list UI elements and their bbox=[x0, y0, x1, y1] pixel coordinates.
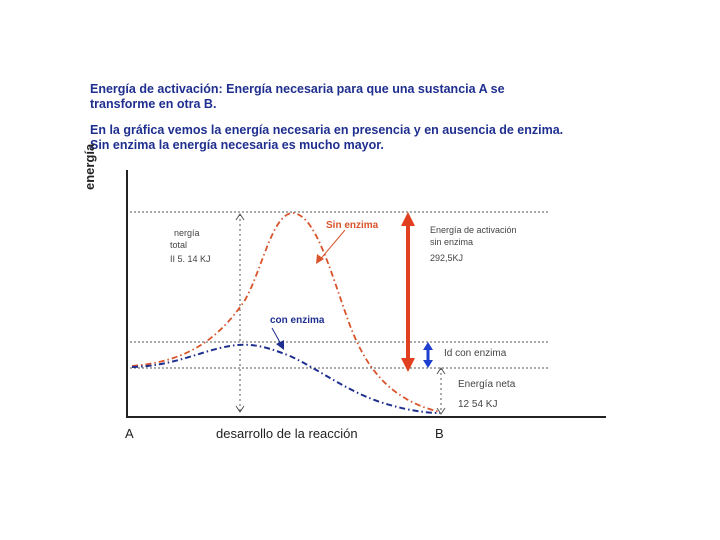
y-axis-label: energía bbox=[82, 143, 97, 190]
x-start-label: A bbox=[125, 426, 134, 441]
total-energy-label-line2: total bbox=[170, 240, 188, 250]
net-energy-label-line1: Energía neta bbox=[458, 379, 516, 390]
con-enzima-curve bbox=[131, 343, 441, 414]
activation-label-line3: 292,5KJ bbox=[430, 253, 464, 263]
activation-label-line2: sin enzima bbox=[430, 237, 474, 247]
total-energy-label-line1: nergía bbox=[174, 228, 200, 238]
net-energy-label-line2: 12 54 KJ bbox=[458, 399, 498, 410]
sin-enzima-curve bbox=[131, 212, 441, 413]
activation-label-line1: Energía de activación bbox=[430, 225, 517, 235]
intro-paragraph-2: En la gráfica vemos la energía necesaria… bbox=[90, 123, 564, 152]
x-end-label: B bbox=[435, 426, 444, 441]
x-axis-label: desarrollo de la reacción bbox=[216, 426, 358, 441]
con-enzima-label: con enzima bbox=[270, 315, 325, 326]
total-energy-label-line3: II 5. 14 KJ bbox=[170, 254, 211, 264]
sin-enzima-pointer bbox=[317, 229, 346, 263]
con-enzima-side-label: Id con enzima bbox=[444, 348, 507, 359]
sin-enzima-label: Sin enzima bbox=[326, 220, 379, 231]
intro-paragraph-1: Energía de activación: Energía necesaria… bbox=[90, 82, 505, 111]
